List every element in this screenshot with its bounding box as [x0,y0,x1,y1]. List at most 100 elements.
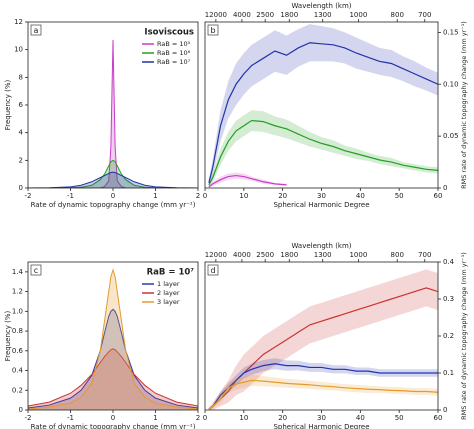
panel-label-box [30,24,42,36]
x-tick-label: -2 [25,192,32,200]
legend-title: RaB = 10⁷ [147,268,195,278]
density-line [28,348,198,407]
y-tick-label: 10 [14,46,23,54]
x-tick-label: 10 [239,192,248,200]
x-tick-label: 0 [203,192,207,200]
x2-tick-label: 1800 [280,11,298,19]
series-line [208,287,438,410]
x-tick-label: 2 [196,192,200,200]
density-fill [28,172,198,188]
y-tick-label: 0.10 [443,80,459,88]
x-tick-label: 0 [111,192,115,200]
x-tick-label: 40 [356,414,365,422]
x-tick-label: 30 [317,414,326,422]
x2-tick-label: 800 [391,11,404,19]
y-axis-label: RMS rate of dynamic topography change (m… [460,252,468,420]
panel-label: d [210,266,215,275]
series-line [208,379,438,410]
y-tick-label: 0.8 [12,327,23,335]
plot-area [28,39,198,188]
density-fill [28,348,198,410]
legend-label: 2 layer [157,289,180,297]
density-line [28,171,198,188]
x-tick-label: 20 [278,414,287,422]
x2-axis-label: Wavelength (km) [291,2,351,10]
plot-frame [204,21,439,189]
density-fill [28,39,198,188]
plot-frame [27,261,199,411]
y-tick-label: 0 [19,184,23,192]
x2-tick-label: 4000 [233,11,251,19]
y-tick-label: 0.1 [443,369,454,377]
y-tick-label: 0 [19,406,23,414]
plot-frame [27,21,199,189]
panel-label: a [34,26,39,35]
series-line [208,363,438,410]
x-tick-label: 50 [395,192,404,200]
panel-label-box [30,264,42,276]
x-tick-label: -2 [25,414,32,422]
series-line [208,42,438,183]
panel-label-box [207,24,219,36]
x-tick-label: -1 [67,414,74,422]
panel-label-box [207,264,219,276]
error-band [208,110,438,187]
density-line [28,268,198,410]
density-fill [28,160,198,188]
density-line [28,159,198,188]
x2-tick-label: 4000 [233,251,251,259]
x2-tick-label: 1300 [314,251,332,259]
error-band [208,358,438,410]
y-tick-label: 12 [14,18,23,26]
x-tick-label: -1 [67,192,74,200]
y-axis-label: Frequency (%) [4,310,12,361]
plot-area [28,268,198,410]
x-tick-label: 1 [153,414,157,422]
y-tick-label: 2 [19,156,23,164]
series-line [208,174,287,188]
y-tick-label: 0.3 [443,295,454,303]
x-tick-label: 40 [356,192,365,200]
error-band [208,374,438,410]
panel-label: c [34,266,38,275]
legend-title: Isoviscous [144,28,194,38]
error-band [208,24,438,187]
x2-tick-label: 800 [391,251,404,259]
y-tick-label: 0.2 [12,386,23,394]
x2-tick-label: 12000 [205,251,227,259]
density-fill [28,269,198,410]
y-tick-label: 4 [19,129,24,137]
x-tick-label: 60 [434,192,443,200]
x-axis-label: Rate of dynamic topography change (mm yr… [31,423,196,429]
x2-tick-label: 2500 [256,11,274,19]
x-tick-label: 20 [278,192,287,200]
y-axis-label: RMS rate of dynamic topography change (m… [460,21,468,189]
x2-axis-label: Wavelength (km) [291,242,351,250]
plot-frame [204,261,439,411]
legend-label: 3 layer [157,298,180,306]
y-tick-label: 0.2 [443,332,454,340]
x2-tick-label: 1800 [280,251,298,259]
x-tick-label: 1 [153,192,157,200]
y-tick-label: 0.4 [12,367,24,375]
y-axis-label: Frequency (%) [4,79,12,130]
x-axis-label: Spherical Harmonic Degree [273,201,369,209]
y-tick-label: 1.2 [12,288,23,296]
x-tick-label: 60 [434,414,443,422]
x2-tick-label: 1000 [349,11,367,19]
y-tick-label: 0.6 [12,347,24,355]
y-tick-label: 1.0 [12,307,23,315]
density-line [28,39,198,188]
y-tick-label: 0 [443,184,447,192]
density-line [28,308,198,409]
error-band [208,269,438,410]
y-tick-label: 6 [19,101,24,109]
x-tick-label: 50 [395,414,404,422]
x-tick-label: 0 [111,414,115,422]
x-tick-label: 30 [317,192,326,200]
x2-tick-label: 12000 [205,11,227,19]
plot-area [208,24,438,188]
